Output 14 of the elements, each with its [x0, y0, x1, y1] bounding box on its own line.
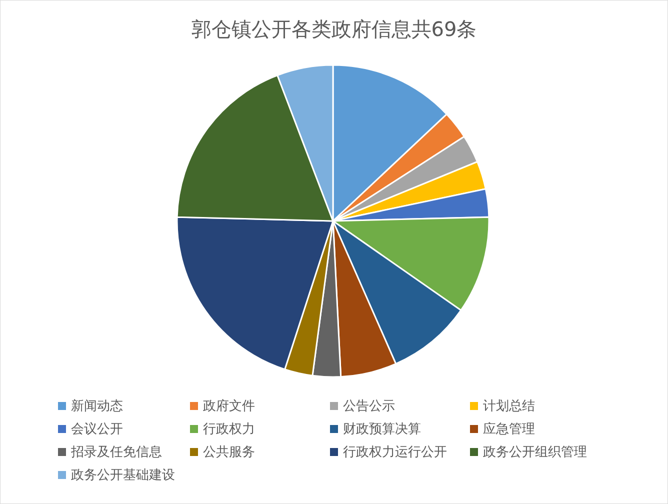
- legend-label: 应急管理: [483, 421, 535, 437]
- legend-label: 招录及任免信息: [70, 445, 162, 460]
- legend-label: 政务公开组织管理: [483, 445, 587, 460]
- legend-label: 行政权力运行公开: [343, 445, 447, 460]
- legend-label: 公告公示: [343, 399, 395, 414]
- legend-label: 政务公开基础建设: [71, 468, 175, 483]
- legend-label: 财政预算决算: [343, 422, 421, 437]
- chart-title: 郭仓镇公开各类政府信息共69条: [191, 17, 477, 41]
- legend-label: 新闻动态: [71, 399, 123, 414]
- legend-label: 政府文件: [203, 398, 255, 414]
- legend-label: 计划总结: [483, 399, 535, 414]
- legend-label: 公共服务: [203, 445, 255, 460]
- legend-label: 行政权力: [203, 422, 255, 437]
- legend-label: 会议公开: [71, 422, 123, 437]
